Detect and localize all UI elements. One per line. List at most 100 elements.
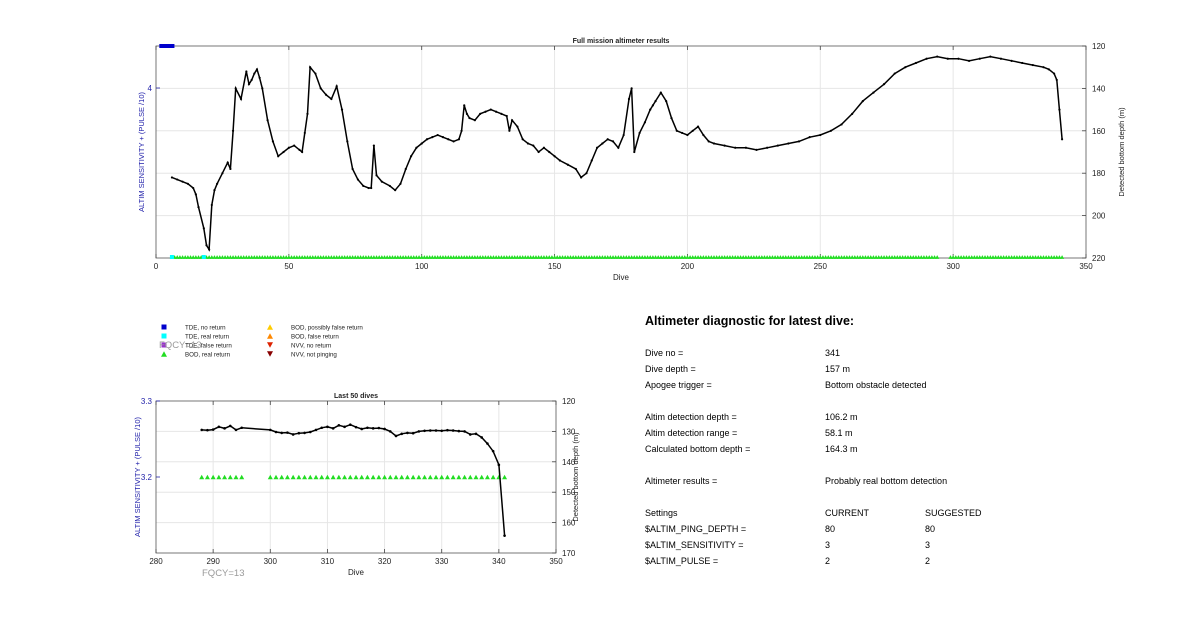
- bod-real-marker: [230, 255, 236, 259]
- bod-real-marker: [990, 255, 996, 259]
- bod-real-marker: [236, 255, 241, 259]
- bod-real-marker: [664, 255, 669, 259]
- depth-point: [904, 66, 907, 69]
- bod-real-marker: [1038, 255, 1043, 259]
- depth-point: [431, 136, 434, 139]
- bod-real-marker: [730, 255, 735, 259]
- bod-real-marker: [804, 255, 810, 259]
- bod-real-marker: [695, 255, 701, 259]
- bod-real-marker: [618, 255, 624, 259]
- bod-real-marker: [422, 255, 427, 259]
- bod-real-marker: [446, 255, 451, 259]
- bod-real-marker: [741, 255, 746, 259]
- bod-real-marker: [424, 255, 430, 259]
- bod-real-marker: [783, 255, 788, 259]
- bod-real-marker: [509, 255, 515, 259]
- bod-real-marker: [364, 474, 370, 480]
- bod-real-marker: [831, 255, 836, 259]
- bod-real-marker: [379, 255, 384, 259]
- bod-real-marker: [592, 255, 597, 259]
- bod-real-marker: [749, 255, 754, 259]
- bod-real-marker: [241, 255, 246, 259]
- depth-point: [308, 430, 312, 434]
- bod-real-marker: [403, 255, 408, 259]
- depth-point: [457, 429, 461, 433]
- bod-real-marker: [302, 474, 308, 480]
- depth-point: [495, 110, 498, 113]
- depth-point: [606, 138, 609, 141]
- depth-point: [293, 144, 296, 147]
- bod-real-marker: [353, 255, 358, 259]
- bod-real-marker: [767, 255, 772, 259]
- bod-real-marker: [222, 474, 228, 480]
- bod-real-marker: [807, 255, 812, 259]
- bod-real-marker: [642, 255, 648, 259]
- depth-point: [170, 176, 174, 179]
- bod-real-marker: [307, 474, 313, 480]
- tde-real-marker: [169, 255, 174, 259]
- bod-real-marker: [289, 255, 294, 259]
- bod-real-marker: [1049, 255, 1054, 259]
- bod-real-marker: [719, 255, 725, 259]
- legend-item: BOD, possibly false return: [267, 324, 363, 332]
- bod-real-marker: [450, 474, 456, 480]
- bod-real-marker: [411, 255, 416, 259]
- depth-point: [271, 140, 275, 143]
- depth-point: [893, 72, 896, 75]
- bod-real-marker: [680, 255, 685, 259]
- bod-real-marker: [361, 255, 366, 259]
- depth-point: [217, 425, 221, 429]
- bod-real-marker: [233, 474, 239, 480]
- depth-point: [404, 167, 407, 171]
- bod-real-marker: [711, 255, 717, 259]
- bod-real-marker: [828, 255, 834, 259]
- bod-real-marker: [921, 255, 927, 259]
- bod-real-marker: [467, 474, 473, 480]
- bod-real-marker: [868, 255, 873, 259]
- y-axis-label-left: ALTIM SENSITIVITY + (PULSE /10): [137, 92, 146, 212]
- bod-real-marker: [276, 255, 281, 259]
- bod-real-marker: [520, 255, 525, 259]
- bod-real-marker: [1030, 255, 1035, 259]
- bod-real-marker: [404, 474, 410, 480]
- bod-real-marker: [427, 255, 432, 259]
- legend-square-icon: [161, 342, 167, 348]
- depth-point: [411, 431, 415, 435]
- x-tick-label: 0: [154, 262, 159, 271]
- bod-real-marker: [727, 255, 733, 259]
- x-tick-label: 100: [415, 262, 429, 271]
- depth-point: [460, 129, 463, 132]
- bod-real-marker: [738, 255, 743, 259]
- depth-point: [967, 59, 971, 62]
- bod-real-marker: [557, 255, 562, 259]
- bod-real-marker: [410, 474, 416, 480]
- depth-point: [1055, 78, 1058, 82]
- depth-point: [301, 150, 304, 154]
- bod-real-marker: [1046, 255, 1051, 259]
- bod-real-marker: [648, 255, 653, 259]
- bod-real-marker: [929, 255, 934, 259]
- legend-label: BOD, false return: [291, 334, 339, 341]
- bod-real-marker: [478, 255, 483, 259]
- bod-real-marker: [297, 255, 302, 259]
- depth-point: [211, 428, 215, 431]
- bod-real-marker: [974, 255, 980, 259]
- depth-point: [372, 144, 375, 147]
- depth-point: [638, 131, 641, 135]
- bod-real-marker: [1006, 255, 1012, 259]
- bod-real-marker: [879, 255, 884, 259]
- depth-point: [434, 429, 438, 432]
- depth-point: [580, 176, 583, 179]
- diag-value: 341: [825, 348, 841, 358]
- legend-item: TDE, false return: [161, 342, 232, 350]
- bod-real-marker: [581, 255, 586, 259]
- depth-point: [231, 129, 235, 132]
- bod-real-marker: [406, 255, 411, 259]
- diag-label: Dive no =: [645, 348, 684, 358]
- bod-real-marker: [448, 255, 454, 259]
- depth-point: [380, 180, 383, 183]
- bod-real-marker: [499, 255, 504, 259]
- depth-point: [643, 121, 647, 124]
- depth-point: [882, 83, 886, 86]
